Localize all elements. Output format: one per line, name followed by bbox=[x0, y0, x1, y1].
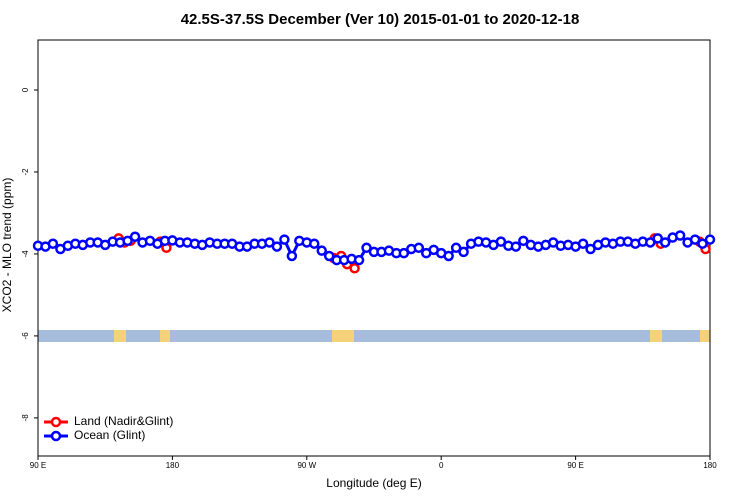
data-point bbox=[697, 238, 708, 249]
y-tick-label: -4 bbox=[21, 250, 30, 258]
data-point bbox=[349, 263, 360, 274]
legend-label: Land (Nadir&Glint) bbox=[74, 414, 173, 428]
data-point bbox=[450, 242, 462, 254]
y-tick-label: -2 bbox=[21, 168, 30, 176]
data-point bbox=[286, 250, 298, 262]
land-patch bbox=[160, 330, 170, 342]
data-point bbox=[413, 242, 425, 254]
data-point bbox=[323, 250, 335, 262]
land-patch bbox=[700, 330, 710, 342]
x-tick-label: 90 E bbox=[30, 461, 46, 470]
data-point bbox=[279, 234, 290, 245]
data-point bbox=[443, 250, 454, 262]
data-point bbox=[271, 241, 283, 252]
land-ocean-strip bbox=[38, 330, 710, 342]
data-point bbox=[674, 230, 686, 241]
y-tick-label: 0 bbox=[21, 87, 30, 92]
data-point bbox=[510, 241, 522, 252]
x-tick-label: 0 bbox=[439, 461, 444, 470]
land-patch bbox=[332, 330, 354, 342]
data-point bbox=[495, 236, 507, 247]
y-tick-label: -8 bbox=[21, 414, 30, 422]
data-point bbox=[309, 238, 320, 249]
x-tick-label: 90 W bbox=[297, 461, 316, 470]
x-axis-label: Longitude (deg E) bbox=[326, 476, 421, 490]
data-point bbox=[704, 234, 716, 245]
y-tick-label: -6 bbox=[21, 332, 30, 340]
legend-marker bbox=[50, 430, 62, 442]
data-point bbox=[577, 238, 589, 249]
data-point bbox=[122, 235, 133, 247]
data-point bbox=[652, 233, 663, 244]
data-point bbox=[398, 247, 410, 259]
land-patch bbox=[114, 330, 126, 342]
series bbox=[32, 230, 716, 266]
x-tick-label: 180 bbox=[703, 461, 717, 470]
data-point bbox=[316, 245, 327, 256]
data-point bbox=[353, 254, 365, 266]
data-point bbox=[129, 231, 141, 242]
data-point bbox=[645, 237, 656, 248]
land-patch bbox=[650, 330, 662, 342]
legend-label: Ocean (Glint) bbox=[74, 428, 145, 442]
data-point bbox=[264, 237, 275, 248]
chart-title: 42.5S-37.5S December (Ver 10) 2015-01-01… bbox=[181, 11, 580, 28]
data-point bbox=[47, 238, 59, 249]
y-axis-label: XCO2 - MLO trend (ppm) bbox=[0, 178, 14, 313]
ocean-band bbox=[38, 330, 710, 342]
data-point bbox=[518, 235, 529, 247]
data-point bbox=[458, 246, 469, 258]
x-tick-label: 90 E bbox=[567, 461, 583, 470]
x-tick-label: 180 bbox=[166, 461, 180, 470]
legend-marker bbox=[50, 416, 62, 428]
data-point bbox=[585, 243, 596, 255]
data-point bbox=[361, 242, 372, 254]
data-point bbox=[689, 234, 701, 245]
data-point bbox=[659, 237, 671, 248]
